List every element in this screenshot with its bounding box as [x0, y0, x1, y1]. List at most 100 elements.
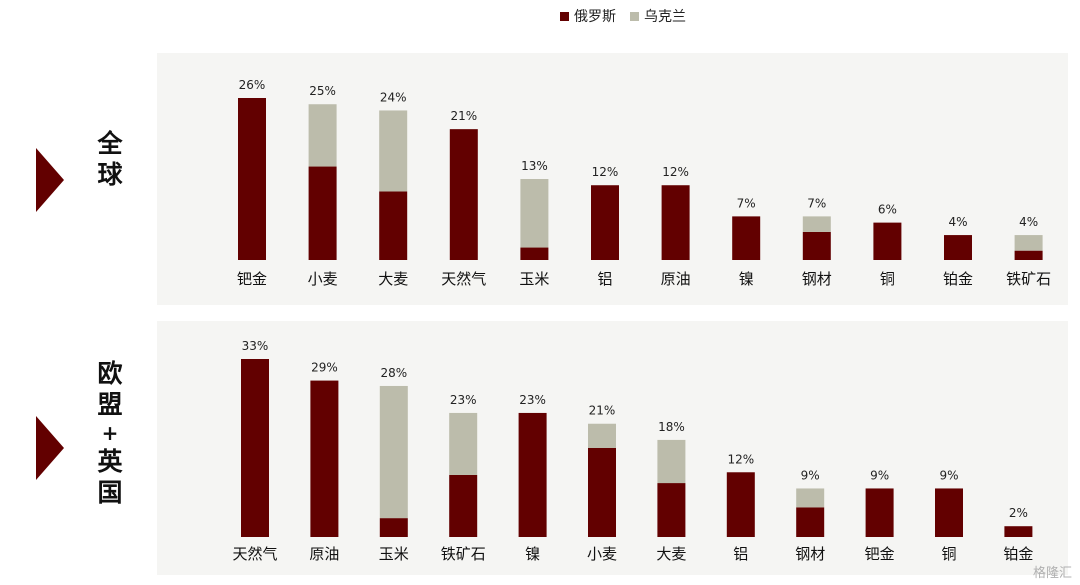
value-label: 12%: [727, 452, 754, 466]
category-label: 大麦: [656, 545, 686, 563]
bar-segment-russia: [865, 488, 894, 537]
region-label-char: 国: [97, 477, 123, 507]
category-label: 原油: [309, 545, 339, 563]
bar-segment-russia: [732, 216, 761, 260]
bar-segment-russia: [238, 98, 266, 260]
bar-segment-ukraine: [449, 412, 478, 475]
value-label: 4%: [1019, 215, 1038, 229]
category-label: 镍: [525, 545, 540, 563]
region-label-char: 全: [97, 129, 123, 158]
category-label: 铝: [733, 545, 748, 563]
value-label: 23%: [519, 393, 546, 407]
region-label-char: 球: [97, 160, 123, 190]
legend-item-ukraine: 乌克兰: [630, 6, 686, 26]
value-label: 12%: [662, 165, 689, 179]
bar-segment-russia: [1014, 250, 1043, 260]
bar-segment-ukraine: [796, 488, 825, 508]
value-label: 28%: [380, 366, 407, 380]
bar-segment-ukraine: [308, 104, 337, 167]
bar-segment-ukraine: [379, 110, 408, 192]
category-label: 钢材: [802, 270, 832, 288]
category-label: 钯金: [865, 545, 895, 563]
bar-segment-russia: [588, 448, 616, 537]
bar-segment-russia: [1004, 526, 1033, 537]
value-label: 29%: [311, 361, 338, 375]
category-label: 铜: [880, 270, 895, 288]
value-label: 2%: [1009, 506, 1028, 520]
legend-item-russia: 俄罗斯: [560, 6, 616, 26]
bar-segment-russia: [873, 222, 902, 260]
bar-segment-ukraine: [520, 179, 549, 248]
bar-segment-russia: [591, 185, 619, 260]
bar-segment-russia: [661, 185, 690, 260]
region-label-char: 欧: [97, 359, 123, 388]
value-label: 26%: [239, 78, 266, 92]
chart-panel-eu-uk: 33% 天然气 29% 原油 28% 玉米 23% 铁矿石 23% 镍 21% 小麦 18% 大麦 12% 铝…: [157, 321, 1068, 575]
bar-segment-russia: [657, 483, 686, 537]
region-label-eu-uk: 欧盟 + 英国: [92, 358, 128, 508]
chart-global: 26% 钯金 25% 小麦 24% 大麦 21% 天然气 13% 玉米 12% 铝 12% 原油 7% 镍 7%…: [237, 78, 1051, 288]
bar-segment-russia: [449, 474, 478, 537]
legend-label-ukraine: 乌克兰: [644, 9, 686, 25]
value-label: 18%: [658, 420, 685, 434]
value-label: 13%: [521, 159, 548, 173]
watermark: 格隆汇: [1032, 566, 1072, 581]
bar-segment-ukraine: [657, 439, 686, 484]
category-label: 铂金: [1003, 545, 1033, 563]
region-label-char: 英: [97, 446, 123, 476]
category-label: 铁矿石: [441, 545, 486, 563]
bar-segment-russia: [449, 129, 478, 260]
category-label: 钯金: [237, 270, 267, 288]
category-label: 天然气: [232, 545, 277, 563]
bar-segment-russia: [944, 235, 972, 260]
bar-segment-ukraine: [379, 385, 408, 519]
category-label: 玉米: [379, 545, 409, 563]
value-label: 4%: [948, 215, 967, 229]
bar-segment-russia: [379, 191, 408, 260]
legend-swatch-russia: [560, 11, 569, 21]
bar-segment-russia: [935, 488, 963, 537]
bar-segment-russia: [241, 359, 269, 537]
bar-segment-russia: [310, 380, 339, 537]
bar-segment-russia: [379, 518, 408, 537]
value-label: 12%: [592, 165, 619, 179]
region-label-char: +: [101, 420, 119, 445]
category-label: 原油: [661, 270, 691, 288]
value-label: 6%: [878, 203, 897, 217]
value-label: 24%: [380, 90, 407, 104]
legend-swatch-ukraine: [630, 11, 639, 21]
chart-panel-global: 26% 钯金 25% 小麦 24% 大麦 21% 天然气 13% 玉米 12% 铝 12% 原油 7% 镍 7%…: [157, 53, 1068, 305]
category-label: 铂金: [943, 270, 973, 288]
category-label: 天然气: [441, 270, 486, 288]
category-label: 玉米: [519, 270, 549, 288]
value-label: 25%: [309, 84, 336, 98]
region-label-char: 盟: [97, 390, 123, 420]
bar-segment-ukraine: [802, 216, 831, 232]
bar-segment-russia: [518, 412, 547, 537]
category-label: 大麦: [378, 270, 408, 288]
arrow-icon-eu-uk: [36, 416, 64, 480]
category-label: 铝: [597, 270, 612, 288]
value-label: 9%: [870, 468, 889, 482]
bar-segment-russia: [308, 166, 337, 260]
category-label: 铁矿石: [1006, 270, 1051, 288]
arrow-icon-global: [36, 148, 64, 212]
legend: 俄罗斯 乌克兰: [560, 6, 686, 26]
category-label: 镍: [739, 270, 754, 288]
region-label-global: 全球: [92, 128, 128, 191]
legend-label-russia: 俄罗斯: [574, 9, 616, 25]
value-label: 9%: [801, 468, 820, 482]
value-label: 21%: [589, 404, 616, 418]
category-label: 铜: [941, 545, 956, 563]
chart-eu-uk: 33% 天然气 29% 原油 28% 玉米 23% 铁矿石 23% 镍 21% 小麦 18% 大麦 12% 铝…: [232, 339, 1033, 563]
value-label: 7%: [807, 196, 826, 210]
bar-segment-ukraine: [588, 423, 616, 448]
bar-segment-russia: [726, 472, 755, 537]
bar-segment-russia: [796, 507, 825, 537]
value-label: 23%: [450, 393, 477, 407]
value-label: 33%: [242, 339, 269, 353]
value-label: 9%: [939, 468, 958, 482]
bar-segment-russia: [802, 231, 831, 260]
bar-segment-ukraine: [1014, 235, 1043, 251]
category-label: 小麦: [308, 270, 338, 288]
